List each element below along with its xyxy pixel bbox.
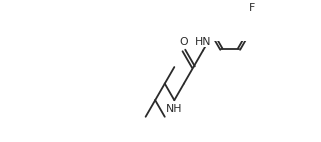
Text: O: O bbox=[179, 37, 188, 47]
Text: HN: HN bbox=[195, 37, 211, 47]
Text: F: F bbox=[249, 3, 255, 13]
Text: NH: NH bbox=[166, 105, 183, 114]
